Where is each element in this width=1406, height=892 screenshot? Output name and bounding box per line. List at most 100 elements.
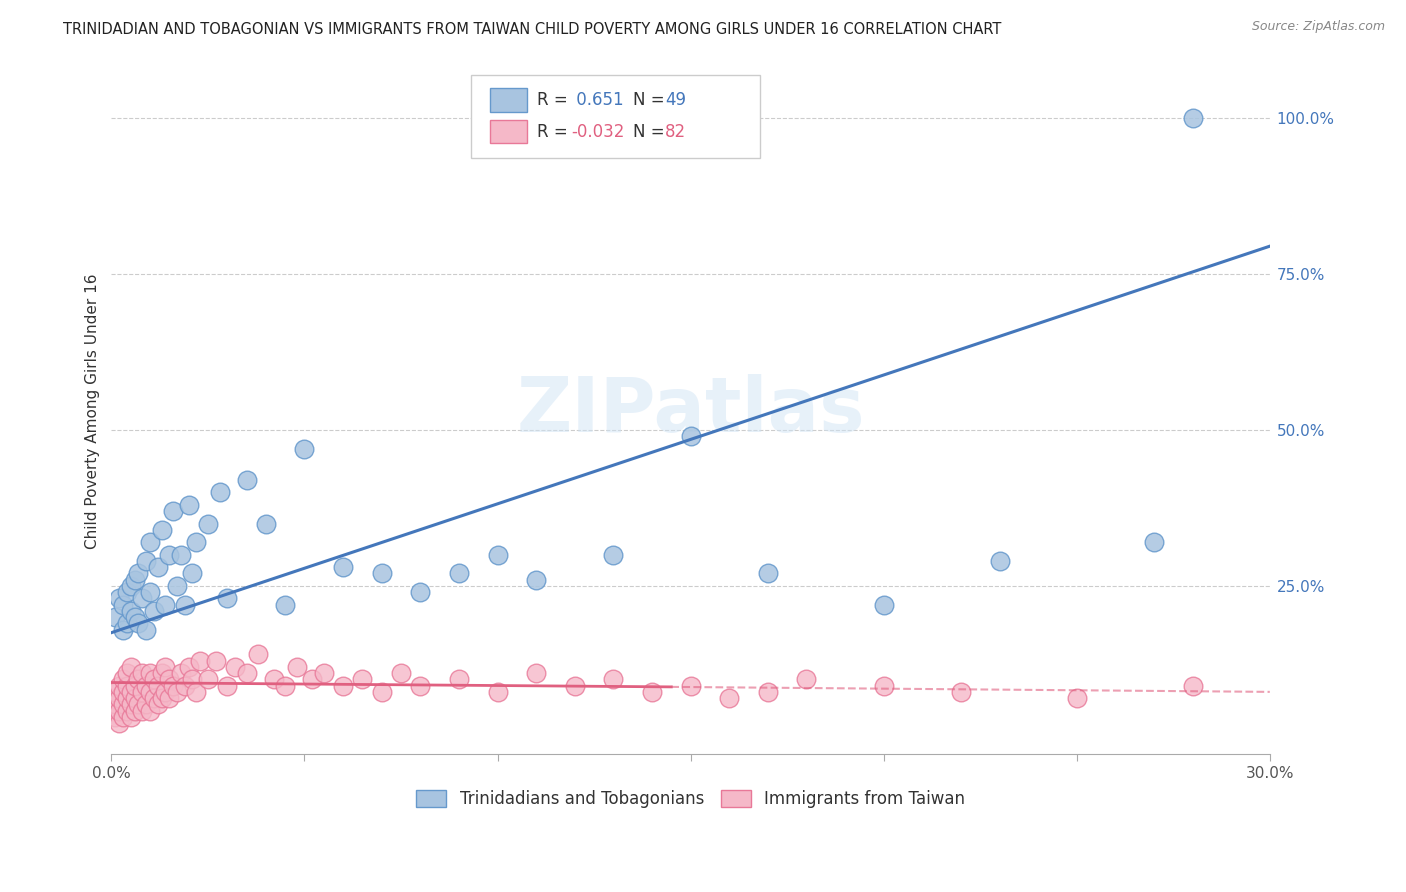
Point bbox=[108, 704, 131, 718]
Point bbox=[679, 429, 702, 443]
Point bbox=[208, 485, 231, 500]
Point bbox=[602, 673, 624, 687]
Point bbox=[186, 535, 208, 549]
Point bbox=[294, 442, 316, 456]
Point bbox=[235, 666, 257, 681]
Point bbox=[150, 666, 173, 681]
Point bbox=[949, 685, 972, 699]
Text: 49: 49 bbox=[665, 91, 686, 109]
Point bbox=[115, 704, 138, 718]
Point bbox=[188, 654, 211, 668]
Point bbox=[135, 623, 157, 637]
Point bbox=[135, 679, 157, 693]
Point bbox=[389, 666, 412, 681]
Point bbox=[120, 579, 142, 593]
Text: N =: N = bbox=[633, 91, 669, 109]
Point bbox=[111, 673, 134, 687]
Point bbox=[115, 666, 138, 681]
Point bbox=[155, 660, 177, 674]
Point bbox=[157, 673, 180, 687]
Point bbox=[135, 554, 157, 568]
Point bbox=[139, 666, 162, 681]
Point bbox=[120, 604, 142, 618]
Point bbox=[162, 504, 184, 518]
Point bbox=[124, 691, 146, 706]
Point bbox=[1181, 679, 1204, 693]
Point bbox=[100, 704, 122, 718]
Point bbox=[217, 679, 239, 693]
Point bbox=[204, 654, 226, 668]
Point bbox=[127, 673, 149, 687]
Text: TRINIDADIAN AND TOBAGONIAN VS IMMIGRANTS FROM TAIWAN CHILD POVERTY AMONG GIRLS U: TRINIDADIAN AND TOBAGONIAN VS IMMIGRANTS… bbox=[63, 22, 1001, 37]
Point bbox=[486, 548, 509, 562]
Point bbox=[111, 698, 134, 712]
Point bbox=[170, 666, 193, 681]
Point bbox=[177, 660, 200, 674]
Point bbox=[157, 548, 180, 562]
Point bbox=[115, 616, 138, 631]
Point bbox=[263, 673, 285, 687]
Text: ZIPatlas: ZIPatlas bbox=[516, 375, 865, 449]
Point bbox=[111, 685, 134, 699]
Point bbox=[146, 679, 169, 693]
Point bbox=[127, 566, 149, 581]
Point bbox=[177, 498, 200, 512]
Point bbox=[120, 710, 142, 724]
Point bbox=[111, 710, 134, 724]
Point bbox=[104, 610, 127, 624]
Point bbox=[254, 516, 277, 531]
Point bbox=[332, 560, 354, 574]
Point bbox=[131, 591, 153, 606]
Point bbox=[756, 566, 779, 581]
Point bbox=[124, 679, 146, 693]
Point bbox=[873, 598, 896, 612]
Point bbox=[108, 679, 131, 693]
Legend: Trinidadians and Tobagonians, Immigrants from Taiwan: Trinidadians and Tobagonians, Immigrants… bbox=[409, 783, 972, 814]
Point bbox=[108, 691, 131, 706]
Point bbox=[131, 685, 153, 699]
Point bbox=[124, 573, 146, 587]
Point bbox=[146, 560, 169, 574]
Text: R =: R = bbox=[537, 91, 572, 109]
Point bbox=[150, 691, 173, 706]
Point bbox=[157, 691, 180, 706]
Point bbox=[150, 523, 173, 537]
Point bbox=[166, 685, 188, 699]
Point bbox=[181, 566, 204, 581]
Point bbox=[170, 548, 193, 562]
Point bbox=[332, 679, 354, 693]
Point bbox=[1066, 691, 1088, 706]
Point bbox=[718, 691, 741, 706]
Point bbox=[146, 698, 169, 712]
Point bbox=[124, 610, 146, 624]
Point bbox=[127, 698, 149, 712]
Point bbox=[352, 673, 374, 687]
Point bbox=[139, 704, 162, 718]
Point bbox=[186, 685, 208, 699]
Point bbox=[409, 585, 432, 599]
Point bbox=[274, 598, 297, 612]
Point bbox=[115, 585, 138, 599]
Point bbox=[173, 598, 195, 612]
Point bbox=[181, 673, 204, 687]
Point bbox=[155, 598, 177, 612]
Point bbox=[217, 591, 239, 606]
Point bbox=[447, 673, 470, 687]
Text: 82: 82 bbox=[665, 122, 686, 141]
Point bbox=[679, 679, 702, 693]
Point bbox=[224, 660, 246, 674]
Point bbox=[409, 679, 432, 693]
Point bbox=[486, 685, 509, 699]
Point bbox=[104, 710, 127, 724]
Point bbox=[197, 673, 219, 687]
Point bbox=[524, 573, 547, 587]
Point bbox=[873, 679, 896, 693]
Point bbox=[142, 604, 165, 618]
Text: Source: ZipAtlas.com: Source: ZipAtlas.com bbox=[1251, 20, 1385, 33]
Point bbox=[602, 548, 624, 562]
Text: N =: N = bbox=[633, 122, 669, 141]
Point bbox=[301, 673, 323, 687]
Point bbox=[120, 660, 142, 674]
Point bbox=[247, 648, 270, 662]
Point bbox=[370, 685, 392, 699]
